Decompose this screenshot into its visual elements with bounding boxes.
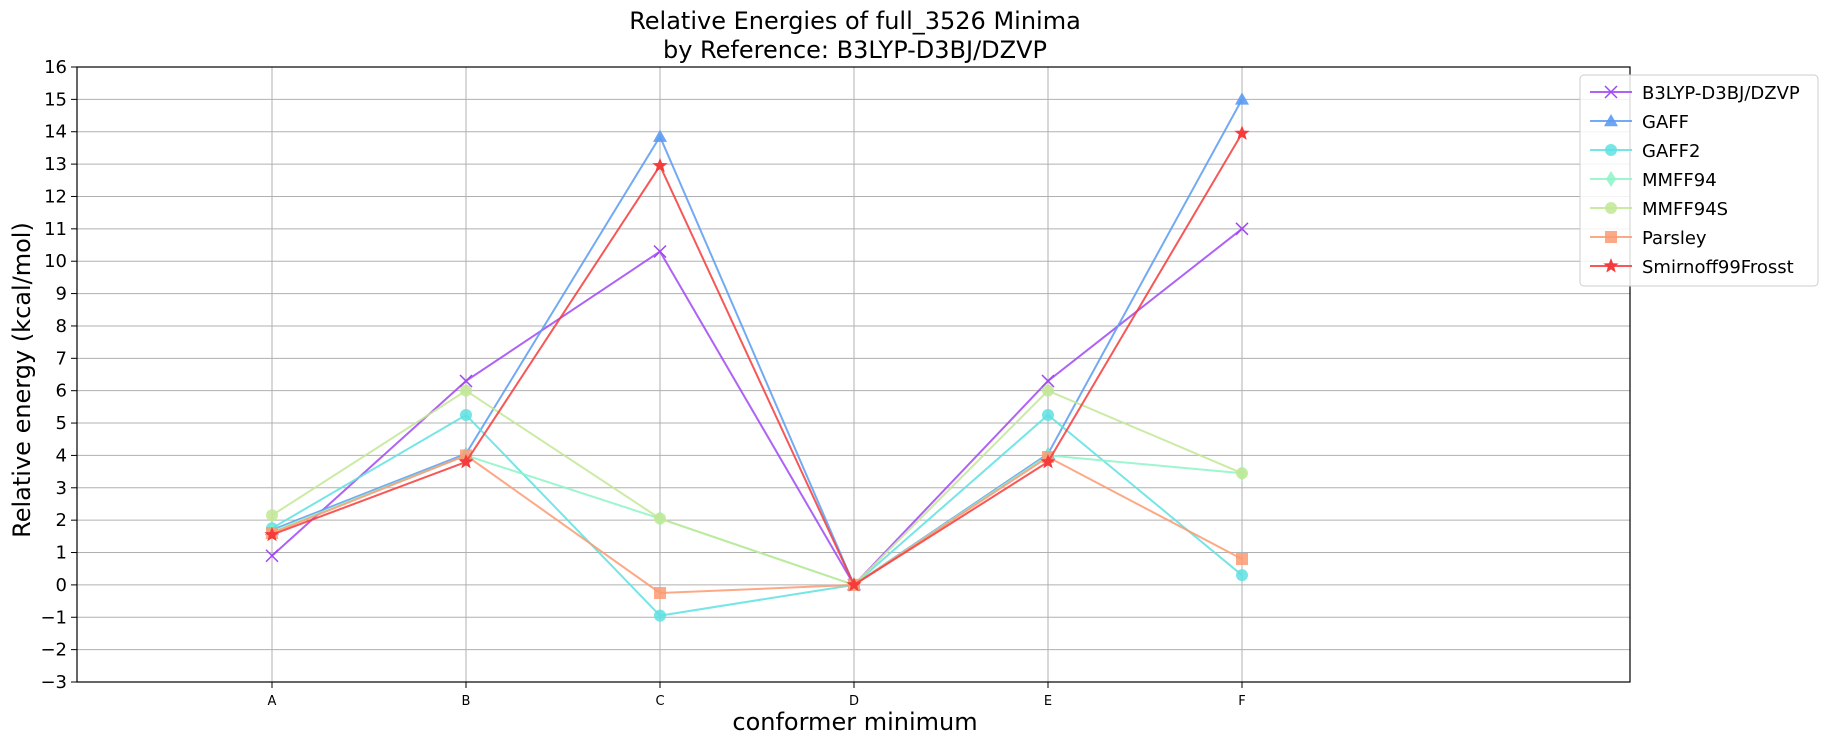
data-point <box>1235 92 1249 105</box>
y-tick-label: 8 <box>56 316 67 337</box>
legend-item: MMFF94 <box>1590 170 1717 191</box>
data-point <box>460 408 472 421</box>
data-point <box>654 586 666 599</box>
series-line <box>271 413 1243 617</box>
y-tick-label: 0 <box>56 575 67 596</box>
data-point <box>1235 222 1249 236</box>
legend-item: B3LYP-D3BJ/DZVP <box>1590 83 1800 104</box>
x-tick-label: C <box>655 694 664 709</box>
y-tick-label: 13 <box>44 154 67 175</box>
series-line <box>271 454 1243 595</box>
legend-marker <box>1604 114 1618 127</box>
y-tick-label: 4 <box>56 445 67 466</box>
y-tick-label: 6 <box>56 381 67 402</box>
chart-title: Relative Energies of full_3526 Minima <box>629 7 1081 35</box>
x-axis-label: conformer minimum <box>732 708 977 736</box>
series-line <box>271 98 1243 587</box>
grid <box>77 66 1630 683</box>
data-point <box>1236 553 1248 565</box>
data-point <box>458 453 474 469</box>
data-point <box>264 526 280 542</box>
data-point <box>846 576 862 592</box>
y-tick-label: 9 <box>56 284 67 305</box>
legend-label: GAFF <box>1642 112 1689 133</box>
legend-marker <box>1605 202 1617 214</box>
data-point <box>459 374 473 388</box>
x-tick-label: E <box>1044 694 1052 709</box>
legend-label: Smirnoff99Frosst <box>1642 257 1794 278</box>
x-tick-label: F <box>1238 694 1245 709</box>
legend-frame <box>1579 74 1819 287</box>
data-point <box>654 512 666 525</box>
data-point <box>266 509 278 522</box>
legend-item: GAFF <box>1590 112 1689 133</box>
plot-series <box>264 92 1250 622</box>
data-point <box>1234 125 1250 140</box>
y-tick-label: 1 <box>56 543 67 564</box>
y-tick-label: 10 <box>44 251 67 272</box>
data-point <box>652 157 668 173</box>
legend-marker <box>1603 258 1619 273</box>
x-tick-label: B <box>462 694 471 709</box>
y-tick-label: −2 <box>40 640 67 661</box>
y-tick-label: 12 <box>44 186 67 207</box>
legend-marker <box>1604 85 1618 99</box>
x-tick-label: D <box>849 694 859 709</box>
data-point <box>1042 408 1054 421</box>
legend-item: Smirnoff99Frosst <box>1590 257 1794 278</box>
chart-subtitle: by Reference: B3LYP-D3BJ/DZVP <box>663 36 1047 64</box>
data-point <box>654 609 666 622</box>
legend: B3LYP-D3BJ/DZVP GAFF GAFF2 MMFF94 MMFF94S Par… <box>1579 74 1819 287</box>
x-axis-ticks: A B C D E F <box>268 682 1246 709</box>
legend-label: MMFF94S <box>1642 199 1728 220</box>
y-axis-label: Relative energy (kcal/mol) <box>8 222 36 538</box>
data-point <box>265 549 279 563</box>
legend-label: GAFF2 <box>1642 141 1700 162</box>
y-tick-label: 5 <box>56 413 67 434</box>
series-line <box>271 389 1243 587</box>
y-tick-label: 2 <box>56 510 67 531</box>
legend-item: MMFF94S <box>1590 199 1728 220</box>
data-point <box>1041 374 1055 388</box>
y-tick-label: 11 <box>44 219 67 240</box>
y-tick-label: 3 <box>56 478 67 499</box>
data-point <box>460 384 472 397</box>
y-tick-label: 7 <box>56 348 67 369</box>
legend-label: B3LYP-D3BJ/DZVP <box>1642 83 1800 104</box>
data-point <box>1040 453 1056 469</box>
data-point <box>653 129 667 142</box>
data-point <box>1042 384 1054 397</box>
legend-label: Parsley <box>1642 228 1707 249</box>
legend-item: Parsley <box>1590 228 1707 249</box>
legend-label: MMFF94 <box>1642 170 1717 191</box>
series-line <box>271 228 1243 587</box>
legend-marker <box>1605 144 1617 156</box>
legend-marker <box>1606 171 1616 187</box>
y-tick-label: −1 <box>40 607 67 628</box>
y-tick-label: 15 <box>44 89 67 110</box>
data-point <box>1236 569 1248 582</box>
legend-item: GAFF2 <box>1590 141 1700 162</box>
data-point <box>1236 467 1248 480</box>
y-tick-label: 16 <box>44 57 67 78</box>
series-Smirnoff99Frosst <box>264 125 1250 592</box>
series-line <box>271 132 1243 587</box>
legend-marker <box>1605 231 1617 243</box>
y-tick-label: 14 <box>44 122 67 143</box>
y-tick-label: −3 <box>40 672 67 693</box>
data-point <box>653 244 667 259</box>
x-tick-label: A <box>268 694 277 709</box>
